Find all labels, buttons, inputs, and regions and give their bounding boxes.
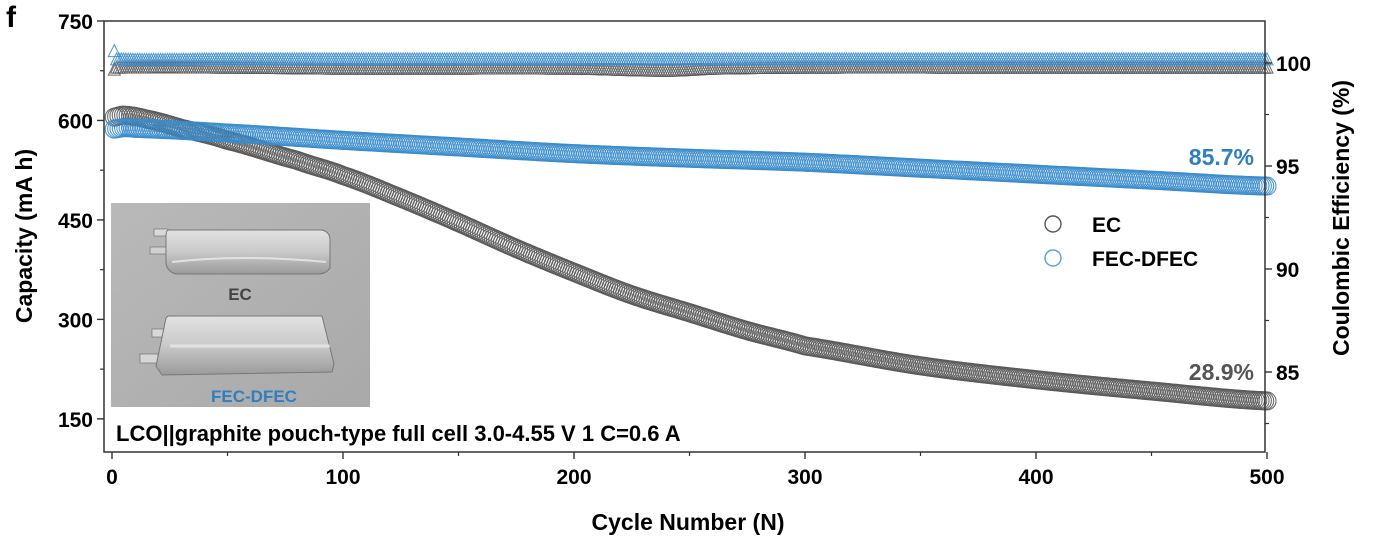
x-tick-label: 100 [325,466,360,489]
annotation-ec-retention: 28.9% [1189,359,1254,385]
legend: EC FEC-DFEC [1044,214,1198,271]
x-tick-label: 500 [1249,466,1284,489]
fec-dfec-pouch-cell [139,315,335,376]
legend-marker-fec-dfec [1044,249,1062,267]
series-fec-dfec-capacity [104,118,1277,196]
y-right-tick-label: 85 [1276,362,1300,385]
ec-pouch-cell [149,228,331,275]
y-axis-left-title: Capacity (mA h) [11,149,37,323]
x-tick-label: 200 [556,466,591,489]
x-axis-title: Cycle Number (N) [592,509,785,535]
series-fec-dfec-coulombic-efficiency [107,43,1274,66]
legend-label-fec-dfec: FEC-DFEC [1092,248,1198,271]
ce-point [1260,51,1274,66]
y-right-tick-label: 100 [1276,53,1311,76]
series-ec-coulombic-efficiency [107,59,1274,77]
x-tick-label: 300 [787,466,822,489]
y-left-tick-label: 300 [58,309,93,332]
y-left-tick-label: 750 [58,11,93,34]
inset-label-ec: EC [228,285,252,304]
y-left-tick-label: 600 [58,110,93,133]
y-right-tick-label: 95 [1276,156,1300,179]
y-right-tick-label: 90 [1276,259,1299,282]
y-left-tick-label: 150 [58,409,93,432]
ce-point [1260,60,1274,74]
y-axis-left: 150 300 450 600 750 [58,11,104,432]
coulombic-efficiency-layer [107,43,1274,77]
inset-label-fec-dfec: FEC-DFEC [211,387,297,406]
y-axis-right: 85 90 95 100 [1265,53,1311,425]
y-left-tick-label: 450 [58,210,93,233]
capacity-layer [104,105,1277,411]
y-axis-right-title: Coulombic Efficiency (%) [1328,80,1354,356]
cell-conditions-note: LCO||graphite pouch-type full cell 3.0-4… [116,421,681,446]
capacity-point [1257,176,1277,196]
series-ec-capacity [104,105,1277,411]
annotation-fec-dfec-retention: 85.7% [1189,144,1254,170]
x-axis: 0 100 200 300 400 500 [106,452,1285,489]
inset-photo: EC FEC-DFEC [111,203,370,407]
legend-marker-ec [1044,215,1062,233]
capacity-point [1257,391,1277,411]
x-tick-label: 0 [106,466,118,489]
x-tick-label: 400 [1018,466,1053,489]
legend-label-ec: EC [1092,214,1121,237]
panel-label: f [6,1,17,34]
plot-frame [103,20,1266,453]
